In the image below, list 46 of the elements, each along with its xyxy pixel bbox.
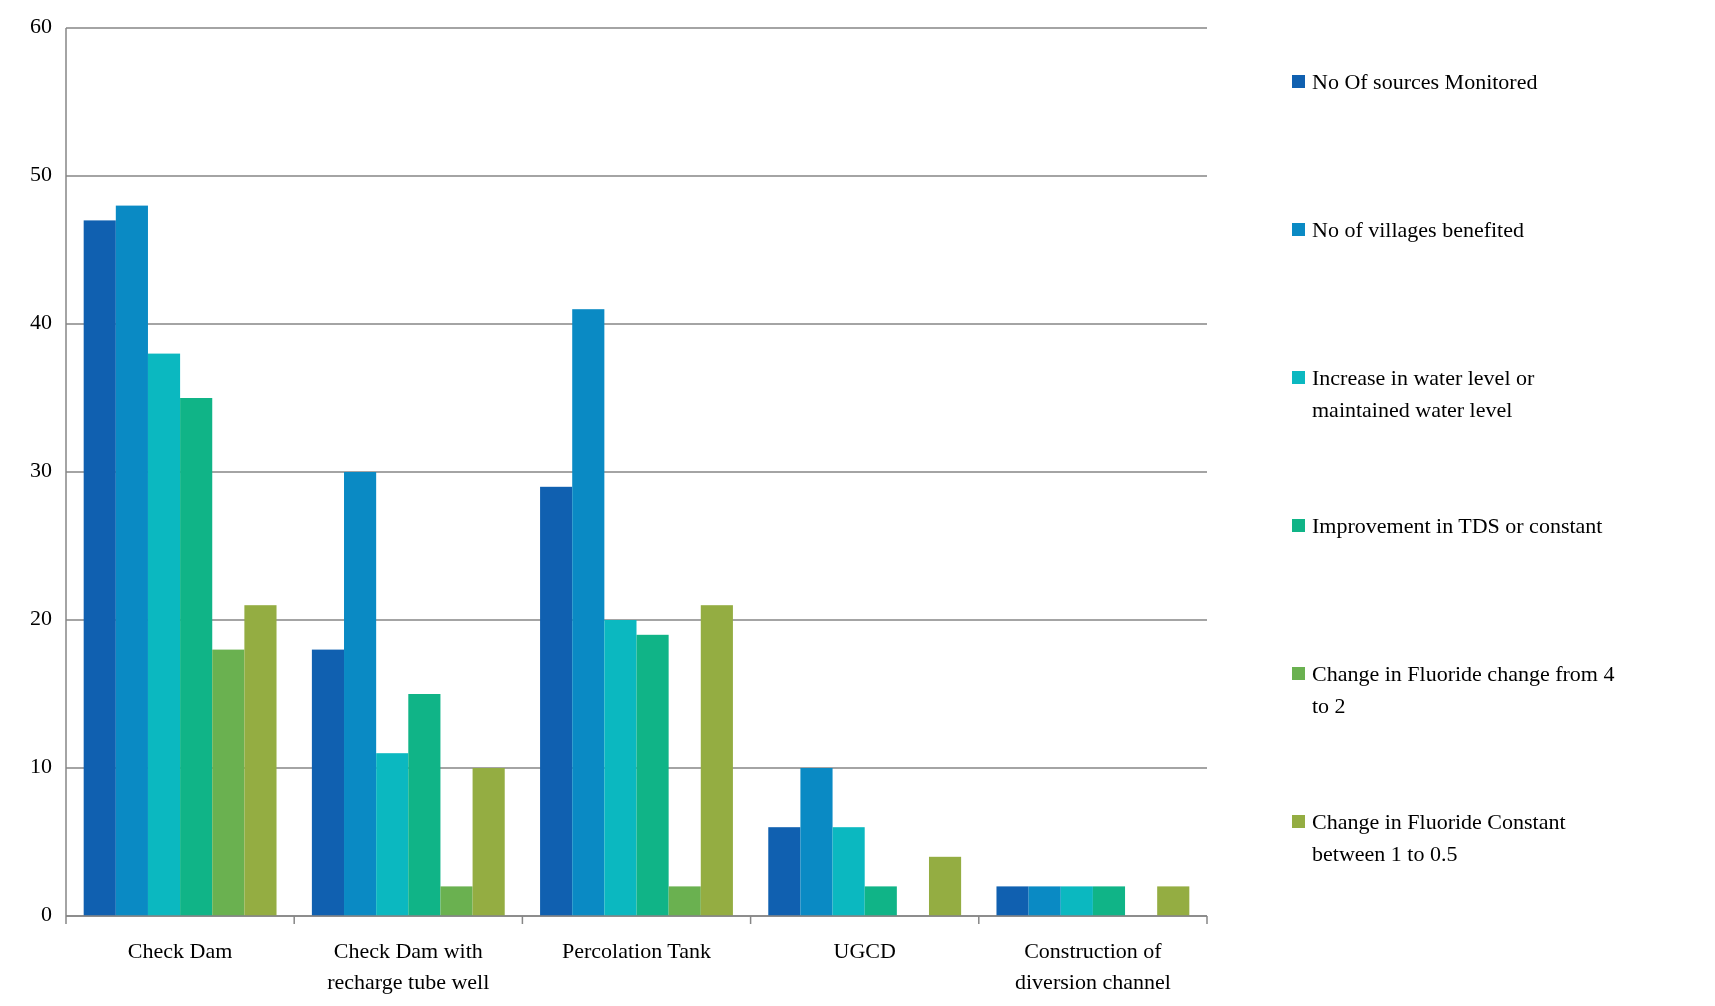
bar bbox=[604, 620, 637, 916]
y-tick-label: 10 bbox=[30, 753, 52, 779]
legend-label: Change in Fluoride Constant between 1 to 0.5 bbox=[1312, 809, 1566, 866]
legend-label: Change in Fluoride change from 4 to 2 bbox=[1312, 661, 1615, 718]
bar bbox=[115, 205, 148, 916]
legend-label: Improvement in TDS or constant bbox=[1312, 513, 1603, 538]
x-tick-label: UGCD bbox=[833, 938, 896, 963]
bar bbox=[996, 886, 1029, 916]
bar bbox=[440, 886, 473, 916]
bar bbox=[212, 649, 245, 916]
bar bbox=[83, 220, 116, 916]
y-tick-label: 40 bbox=[30, 309, 52, 335]
x-tick-label: Check Dam bbox=[127, 938, 233, 963]
bar bbox=[147, 353, 181, 916]
y-tick-label: 60 bbox=[30, 13, 52, 39]
bar bbox=[244, 605, 277, 916]
bar bbox=[668, 886, 701, 916]
y-tick-label: 30 bbox=[30, 457, 52, 483]
bar bbox=[636, 634, 669, 916]
bar bbox=[1092, 886, 1126, 916]
legend-label: Increase in water level or maintained water level bbox=[1312, 365, 1535, 422]
bar bbox=[1028, 886, 1061, 916]
legend-label: No of villages benefited bbox=[1312, 217, 1524, 242]
bar bbox=[800, 768, 833, 916]
bar bbox=[768, 827, 801, 916]
legend-label: No Of sources Monitored bbox=[1312, 69, 1538, 94]
bar bbox=[572, 309, 605, 916]
bar bbox=[472, 768, 505, 916]
bar bbox=[700, 605, 733, 916]
y-tick-label: 0 bbox=[41, 901, 52, 927]
bar bbox=[408, 694, 441, 916]
x-tick-label: Construction of diversion channel bbox=[1015, 938, 1171, 994]
bar bbox=[1157, 886, 1190, 916]
bar bbox=[344, 472, 377, 916]
y-tick-label: 20 bbox=[30, 605, 52, 631]
bar bbox=[832, 827, 865, 916]
bar bbox=[864, 886, 897, 916]
bar bbox=[540, 486, 573, 916]
x-tick-label: Check Dam with recharge tube well bbox=[327, 938, 490, 994]
bar bbox=[311, 649, 345, 916]
y-tick-label: 50 bbox=[30, 161, 52, 187]
bar bbox=[1060, 886, 1093, 916]
bar bbox=[180, 398, 213, 916]
bar bbox=[928, 856, 962, 916]
x-tick-label: Percolation Tank bbox=[562, 938, 711, 963]
bar bbox=[376, 753, 409, 916]
